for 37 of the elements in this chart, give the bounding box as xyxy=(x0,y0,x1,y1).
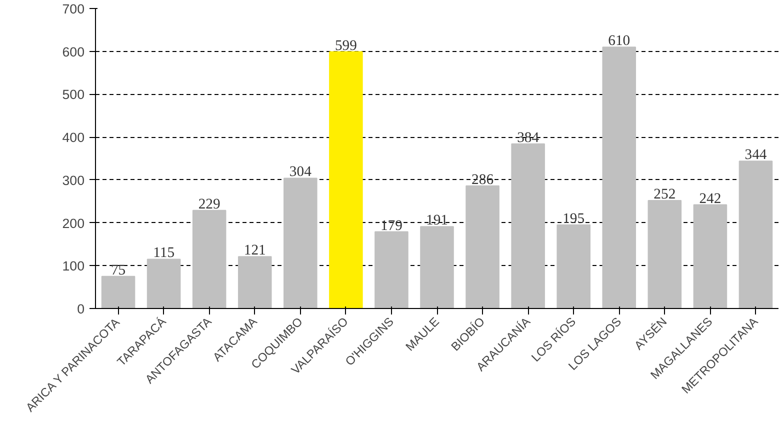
y-tick-label: 400 xyxy=(62,130,85,146)
data-label: 599 xyxy=(334,38,357,54)
bar xyxy=(146,258,181,308)
bar xyxy=(329,51,363,308)
data-label: 610 xyxy=(608,33,630,50)
data-label: 75 xyxy=(110,262,126,278)
bar xyxy=(511,143,545,308)
data-label: 344 xyxy=(744,147,768,164)
bar xyxy=(284,178,318,308)
bar xyxy=(466,185,500,308)
bar xyxy=(602,46,636,308)
data-label: 115 xyxy=(153,245,175,262)
bar xyxy=(101,276,136,308)
bar xyxy=(648,200,682,308)
y-tick-label: 600 xyxy=(62,44,85,60)
data-label: 384 xyxy=(517,130,540,146)
data-label: 229 xyxy=(198,196,220,212)
bar xyxy=(238,256,272,308)
data-label: 304 xyxy=(289,164,312,180)
bar xyxy=(693,204,728,308)
y-tick-label: 500 xyxy=(62,87,85,102)
bar xyxy=(420,226,454,308)
y-tick-label: 700 xyxy=(62,2,85,16)
data-label: 286 xyxy=(472,172,494,188)
data-label: 191 xyxy=(426,212,448,229)
y-tick-label: 200 xyxy=(62,216,85,231)
data-label: 179 xyxy=(380,218,402,234)
y-tick-label: 300 xyxy=(62,172,85,188)
data-label: 121 xyxy=(244,242,266,259)
data-label: 242 xyxy=(699,190,722,207)
data-label: 252 xyxy=(654,186,676,202)
bar xyxy=(738,160,773,308)
bar xyxy=(556,224,590,308)
y-tick-label: 0 xyxy=(77,302,85,316)
y-tick-label: 100 xyxy=(62,258,85,274)
bar xyxy=(374,231,408,308)
bar xyxy=(192,210,226,308)
